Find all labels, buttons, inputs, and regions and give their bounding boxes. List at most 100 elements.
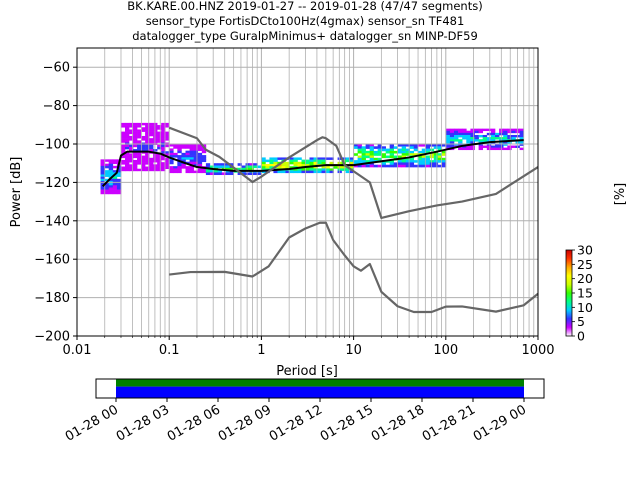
heatmap-cell xyxy=(116,168,122,171)
heatmap-cell xyxy=(193,152,199,156)
heatmap-cell xyxy=(137,146,142,150)
heatmap-cell xyxy=(417,164,423,168)
heatmap-cell xyxy=(197,161,203,165)
heatmap-cell xyxy=(490,145,496,148)
heatmap-cell xyxy=(129,144,134,148)
x-tick-label: 0.1 xyxy=(159,343,180,358)
heatmap-cell xyxy=(104,189,110,193)
heatmap-cell xyxy=(482,128,488,132)
heatmap-cell xyxy=(125,155,130,159)
heatmap-cell xyxy=(377,148,382,152)
heatmap-cell xyxy=(137,131,142,135)
heatmap-cell xyxy=(373,146,378,149)
heatmap-cell xyxy=(261,170,266,174)
heatmap-cell xyxy=(353,162,358,166)
heatmap-cell xyxy=(507,145,512,148)
heatmap-cell xyxy=(429,164,435,168)
heatmap-cell xyxy=(490,147,496,151)
timeline-tick-label: 01-28 15 xyxy=(318,402,376,444)
timeline-coverage-green xyxy=(116,379,524,387)
heatmap-cell xyxy=(478,139,484,142)
heatmap-cell xyxy=(393,150,398,154)
heatmap-cell xyxy=(133,149,138,152)
heatmap-cell xyxy=(385,160,390,163)
heatmap-cell xyxy=(458,139,463,142)
heatmap-cell xyxy=(161,151,166,154)
heatmap-cell xyxy=(137,144,142,148)
heatmap-cell xyxy=(120,133,126,137)
heatmap-cell xyxy=(165,162,170,165)
heatmap-cell xyxy=(486,145,492,148)
heatmap-cell xyxy=(441,160,447,163)
heatmap-cell xyxy=(297,168,302,171)
heatmap-cell xyxy=(129,166,134,169)
heatmap-cell xyxy=(133,131,138,135)
heatmap-cell xyxy=(145,127,150,130)
heatmap-cell xyxy=(157,140,162,143)
heatmap-cell xyxy=(169,155,174,158)
heatmap-cell xyxy=(289,159,294,163)
heatmap-cell xyxy=(441,150,447,154)
heatmap-cell xyxy=(454,143,459,146)
heatmap-cell xyxy=(177,144,182,147)
heatmap-cell xyxy=(445,128,451,132)
x-tick-label: 10 xyxy=(345,343,362,358)
heatmap-cell xyxy=(441,164,447,168)
heatmap-cell xyxy=(145,168,150,172)
heatmap-cell xyxy=(100,185,105,188)
heatmap-cell xyxy=(149,166,154,169)
heatmap-cell xyxy=(100,191,105,195)
timeline-tick-label: 01-28 09 xyxy=(216,402,274,444)
heatmap-cell xyxy=(112,187,118,190)
heatmap-cell xyxy=(116,183,122,186)
heatmap-cell xyxy=(337,166,342,169)
heatmap-cell xyxy=(486,132,492,136)
heatmap-cell xyxy=(445,141,451,144)
heatmap-cell xyxy=(116,185,122,188)
heatmap-cell xyxy=(205,170,211,173)
heatmap-cell xyxy=(349,170,354,174)
heatmap-cell xyxy=(470,130,475,134)
heatmap-cell xyxy=(189,150,194,154)
heatmap-cell xyxy=(421,160,427,163)
heatmap-cell xyxy=(313,161,318,165)
heatmap-cell xyxy=(261,164,266,167)
heatmap-cell xyxy=(365,153,370,156)
heatmap-cell xyxy=(125,162,130,165)
heatmap-cell xyxy=(437,155,443,159)
heatmap-cell xyxy=(361,164,366,168)
heatmap-cell xyxy=(317,159,322,163)
heatmap-cell xyxy=(157,144,162,148)
heatmap-cell xyxy=(458,141,463,144)
heatmap-cell xyxy=(495,145,500,148)
heatmap-cell xyxy=(112,185,118,188)
heatmap-cell xyxy=(161,162,166,165)
heatmap-cell xyxy=(145,138,150,141)
heatmap-cell xyxy=(157,131,162,135)
heatmap-cell xyxy=(401,153,407,156)
heatmap-cell xyxy=(157,155,162,159)
heatmap-cell xyxy=(120,151,126,154)
heatmap-cell xyxy=(137,149,142,152)
heatmap-cell xyxy=(429,148,435,152)
heatmap-cell xyxy=(161,140,166,143)
heatmap-cell xyxy=(181,155,186,158)
x-tick-label: 1000 xyxy=(521,343,554,358)
heatmap-cell xyxy=(470,134,475,138)
heatmap-cell xyxy=(309,170,314,174)
heatmap-cell xyxy=(353,153,358,156)
heatmap-cell xyxy=(349,161,354,165)
heatmap-cell xyxy=(201,159,207,163)
heatmap-cell xyxy=(369,164,374,168)
heatmap-cell xyxy=(120,166,126,169)
heatmap-cell xyxy=(417,144,423,147)
heatmap-cell xyxy=(189,166,194,169)
heatmap-cell xyxy=(265,166,270,169)
heatmap-cell xyxy=(120,159,126,163)
heatmap-cell xyxy=(281,157,286,160)
heatmap-cell xyxy=(377,164,382,168)
heatmap-cell xyxy=(437,160,443,163)
heatmap-cell xyxy=(321,166,326,169)
heatmap-cell xyxy=(173,168,178,171)
